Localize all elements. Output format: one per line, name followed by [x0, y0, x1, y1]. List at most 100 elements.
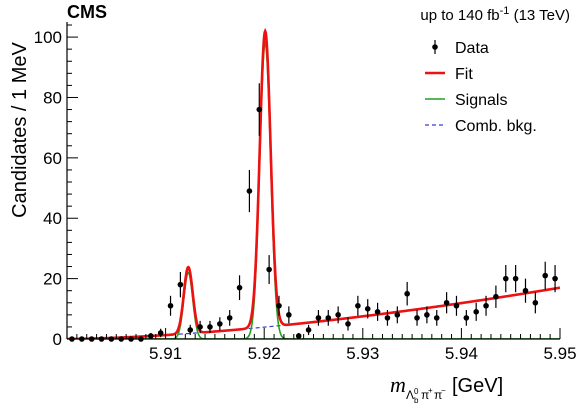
svg-text:m: m	[390, 372, 406, 397]
data-marker	[552, 275, 558, 282]
x-axis-title: m Λ b 0 π + π − [GeV]	[390, 372, 503, 405]
data-marker	[433, 315, 440, 321]
data-point	[226, 310, 233, 326]
data-marker	[167, 302, 174, 309]
data-marker	[217, 321, 223, 327]
data-marker	[325, 315, 332, 321]
data-marker	[305, 327, 312, 333]
data-point	[266, 255, 272, 285]
x-tick-label: 5.92	[248, 344, 281, 363]
data-point	[384, 310, 391, 326]
legend-entry-signals: Signals	[425, 92, 507, 109]
experiment-label: CMS	[67, 2, 107, 22]
fit-curve	[67, 27, 560, 339]
x-tick-label: 5.95	[543, 344, 576, 363]
legend-entry-comb_bkg: Comb. bkg.	[425, 118, 537, 135]
y-tick-label: 40	[43, 209, 62, 228]
data-marker	[345, 321, 351, 327]
svg-text:−: −	[441, 386, 446, 395]
data-point	[532, 292, 539, 314]
data-point	[443, 292, 450, 314]
data-point	[207, 320, 213, 333]
svg-text:[GeV]: [GeV]	[452, 375, 503, 397]
data-point	[483, 295, 489, 316]
svg-text:Λ: Λ	[406, 388, 414, 402]
data-point	[217, 317, 223, 331]
data-marker	[315, 315, 322, 321]
x-tick-label: 5.94	[445, 344, 478, 363]
data-point	[187, 324, 194, 336]
data-marker	[276, 302, 282, 309]
legend-label: Signals	[455, 92, 507, 109]
data-point	[512, 265, 519, 293]
data-point	[345, 317, 351, 331]
data-point	[453, 295, 460, 316]
data-marker	[473, 309, 479, 315]
data-marker	[493, 293, 499, 300]
data-point	[286, 306, 292, 324]
data-point	[522, 278, 529, 303]
data-marker	[364, 306, 371, 312]
data-point	[197, 320, 203, 333]
data-marker	[384, 315, 391, 321]
data-point	[325, 310, 332, 326]
data-point	[246, 169, 253, 213]
data-point	[335, 306, 341, 324]
data-marker	[266, 266, 272, 273]
data-marker	[246, 188, 253, 194]
svg-text:0: 0	[414, 387, 419, 396]
data-marker	[187, 327, 194, 333]
data-marker	[197, 324, 203, 330]
data-marker	[443, 299, 450, 306]
data-marker	[512, 275, 519, 282]
data-marker	[256, 106, 263, 113]
data-marker	[355, 302, 361, 309]
legend-entry-fit: Fit	[425, 66, 473, 83]
x-tick-label: 5.91	[149, 344, 182, 363]
svg-text:b: b	[414, 396, 419, 405]
data-marker	[414, 315, 420, 321]
data-marker	[463, 315, 470, 321]
data-point	[542, 261, 549, 290]
y-tick-label: 0	[53, 330, 62, 349]
data-point	[167, 295, 174, 316]
data-marker	[542, 272, 549, 279]
data-marker	[295, 333, 302, 339]
data-marker	[286, 312, 292, 318]
legend-label: Comb. bkg.	[455, 118, 537, 135]
data-marker	[522, 287, 529, 294]
data-point	[414, 310, 420, 326]
data-marker	[148, 333, 154, 339]
data-point	[394, 306, 401, 324]
data-point	[177, 271, 184, 298]
y-tick-label: 60	[43, 149, 62, 168]
y-tick-label: 20	[43, 270, 62, 289]
data-point	[148, 332, 154, 339]
data-point	[493, 285, 499, 308]
legend-marker	[432, 44, 438, 50]
signal-curve-2	[67, 41, 560, 339]
data-point	[305, 324, 312, 336]
data-point	[364, 299, 371, 319]
data-point	[552, 265, 558, 293]
data-marker	[177, 281, 184, 288]
data-point	[463, 310, 470, 326]
data-marker	[502, 275, 509, 282]
data-point	[276, 295, 282, 316]
data-point	[433, 310, 440, 326]
y-tick-label: 80	[43, 88, 62, 107]
data-marker	[483, 302, 489, 309]
data-marker	[374, 309, 381, 315]
data-point	[424, 306, 430, 324]
data-marker	[453, 302, 460, 309]
data-marker	[335, 312, 341, 318]
y-axis-title: Candidates / 1 MeV	[9, 42, 31, 218]
svg-text:π: π	[421, 388, 429, 402]
data-marker	[207, 324, 213, 330]
data-point	[374, 302, 381, 321]
data-marker	[226, 315, 233, 321]
data-point	[404, 281, 410, 306]
data-point	[256, 83, 263, 136]
data-marker	[236, 284, 243, 291]
